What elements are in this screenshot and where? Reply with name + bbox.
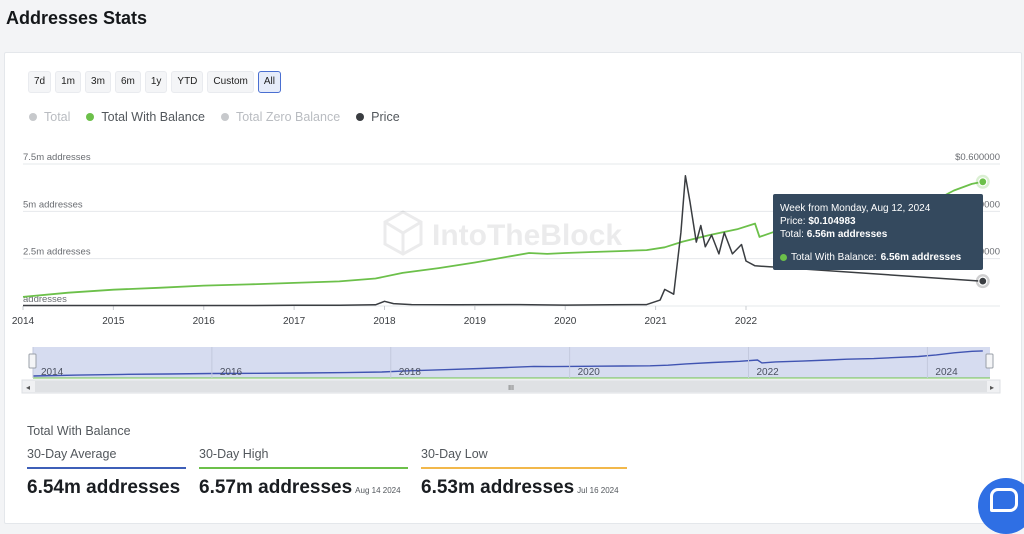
range-button-1m[interactable]: 1m <box>55 71 82 93</box>
y-axis-left: addresses 2.5m addresses 5m addresses 7.5m … <box>23 152 91 305</box>
navigator-handle-left[interactable] <box>28 353 37 369</box>
legend-label: Total With Balance <box>101 110 205 124</box>
legend-label: Total <box>44 110 71 124</box>
series-line-price[interactable] <box>23 175 983 307</box>
stat-value: 6.54m addresses <box>27 477 181 498</box>
x-tick-label: 2016 <box>193 316 216 327</box>
navigator-year-label: 2020 <box>578 367 601 378</box>
navigator-selection[interactable] <box>33 347 990 378</box>
x-tick-label: 2021 <box>644 316 667 327</box>
navigator-handle-right[interactable] <box>985 353 994 369</box>
legend-item-total-zero-balance[interactable]: Total Zero Balance <box>220 110 341 124</box>
legend-item-total[interactable]: Total <box>29 110 70 124</box>
y-left-tick-label: addresses <box>23 294 67 305</box>
stat-underline <box>199 467 408 469</box>
stat-underline <box>27 467 186 469</box>
stat-underline <box>421 467 627 469</box>
hover-marker-point <box>978 177 988 187</box>
x-tick-label: 2018 <box>373 316 396 327</box>
legend-dot-icon <box>86 113 95 121</box>
stat-date: Jul 16 2024 <box>577 486 619 495</box>
chart-tooltip: Week from Monday, Aug 12, 2024 Price: $0… <box>773 194 983 270</box>
y-left-tick-label: 7.5m addresses <box>23 152 91 163</box>
chart-card: 7d 1m 3m 6m 1y YTD Custom All Total Tota… <box>4 52 1022 524</box>
range-selector: 7d 1m 3m 6m 1y YTD Custom All <box>28 71 281 93</box>
x-tick-label: 2019 <box>464 316 487 327</box>
range-button-3m[interactable]: 3m <box>85 71 111 93</box>
line-chart[interactable]: IntoTheBlock addresses 2.5m addresses 5m a… <box>0 150 1024 490</box>
tooltip-series-label: Total With Balance: <box>791 252 877 263</box>
watermark-text: IntoTheBlock <box>432 219 622 252</box>
tooltip-header: Week from Monday, Aug 12, 2024 <box>780 203 931 214</box>
x-tick-label: 2014 <box>12 316 35 327</box>
y-left-tick-label: 5m addresses <box>23 199 83 210</box>
x-tick-label: 2017 <box>283 316 306 327</box>
chat-widget-button[interactable] <box>978 478 1024 534</box>
y-right-tick-label: $0.600000 <box>955 152 1000 163</box>
chart-legend: Total Total With Balance Total Zero Bala… <box>29 110 400 124</box>
y-left-tick-label: 2.5m addresses <box>23 247 91 258</box>
legend-item-price[interactable]: Price <box>356 110 400 124</box>
x-tick-label: 2020 <box>554 316 577 327</box>
stat-date: Aug 14 2024 <box>355 486 401 495</box>
stat-30-day-high: 30-Day High 6.57m addresses Aug 14 2024 <box>199 447 408 499</box>
scroll-left-arrow-icon[interactable]: ◂ <box>26 383 30 392</box>
stat-label: 30-Day Average <box>27 447 117 461</box>
tooltip-series-value: 6.56m addresses <box>880 252 962 263</box>
stat-value-row: 6.57m addresses Aug 14 2024 <box>199 477 408 499</box>
stat-label: 30-Day High <box>199 447 269 461</box>
range-button-6m[interactable]: 6m <box>114 71 141 93</box>
navigator-year-label: 2018 <box>399 367 422 378</box>
range-navigator[interactable]: 2014 2016 2018 2020 2022 2024 ◂ ▸ III <box>21 347 1001 394</box>
tooltip-series-dot-icon <box>780 254 787 261</box>
navigator-scrollbar-thumb[interactable] <box>35 381 987 392</box>
stat-value-row: 6.54m addresses <box>27 477 186 499</box>
stat-label: 30-Day Low <box>421 447 488 461</box>
legend-label: Price <box>371 110 400 124</box>
chat-bubble-icon <box>990 488 1018 512</box>
scroll-right-arrow-icon[interactable]: ▸ <box>990 383 994 392</box>
navigator-series-line <box>32 350 983 377</box>
range-button-7d[interactable]: 7d <box>28 71 52 93</box>
legend-dot-icon <box>356 113 365 121</box>
x-tick-label: 2015 <box>102 316 125 327</box>
navigator-year-label: 2014 <box>41 367 64 378</box>
range-button-custom[interactable]: Custom <box>207 71 254 93</box>
tooltip-price-label: Price: <box>780 216 806 227</box>
range-button-all[interactable]: All <box>257 71 281 93</box>
stat-value: 6.53m addresses <box>421 477 575 498</box>
scrollbar-grip-icon[interactable]: III <box>508 385 514 392</box>
tooltip-price-value: $0.104983 <box>808 216 856 227</box>
navigator-year-label: 2016 <box>220 367 243 378</box>
stat-30-day-low: 30-Day Low 6.53m addresses Jul 16 2024 <box>421 447 627 499</box>
stats-title: Total With Balance <box>27 424 131 438</box>
stat-value-row: 6.53m addresses Jul 16 2024 <box>421 477 627 499</box>
x-axis: 2014 2015 2016 2017 2018 2019 2020 2021 2022 <box>12 306 758 327</box>
range-button-1y[interactable]: 1y <box>144 71 168 93</box>
hover-markers <box>975 174 990 289</box>
legend-item-total-with-balance[interactable]: Total With Balance <box>86 110 205 124</box>
stat-30-day-average: 30-Day Average 6.54m addresses <box>27 447 186 499</box>
x-tick-label: 2022 <box>735 316 758 327</box>
hover-marker-point <box>978 276 988 286</box>
legend-dot-icon <box>220 113 229 121</box>
legend-dot-icon <box>29 113 37 121</box>
navigator-year-label: 2022 <box>757 367 780 378</box>
navigator-year-label: 2024 <box>935 367 958 378</box>
legend-label: Total Zero Balance <box>235 110 341 124</box>
range-button-ytd[interactable]: YTD <box>171 71 204 93</box>
watermark-logo: IntoTheBlock <box>383 210 622 256</box>
tooltip-total-value: 6.56m addresses <box>806 229 888 240</box>
tooltip-total-label: Total: <box>780 229 804 240</box>
stat-value: 6.57m addresses <box>199 477 353 498</box>
page-title: Addresses Stats <box>6 8 148 28</box>
